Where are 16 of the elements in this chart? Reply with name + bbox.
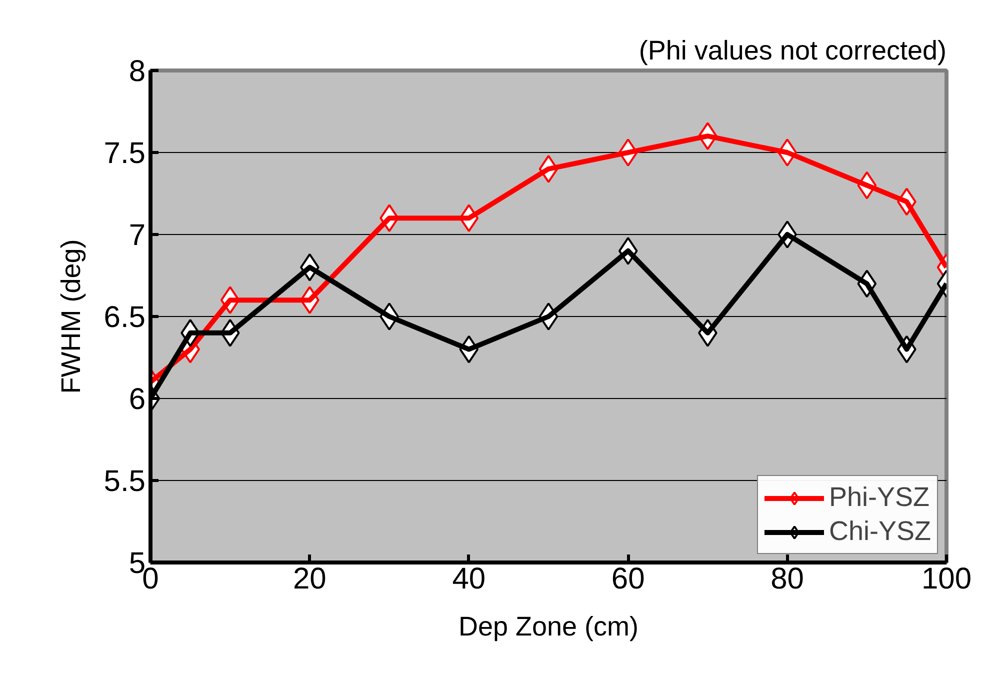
x-tick-label: 40 bbox=[452, 562, 486, 596]
x-tick-label: 60 bbox=[611, 562, 645, 596]
x-tick-label: 20 bbox=[293, 562, 326, 596]
y-axis-title: FWHM (deg) bbox=[56, 239, 86, 394]
text: (Phi values not corrected) bbox=[638, 36, 946, 66]
x-tick-label: 80 bbox=[770, 562, 804, 596]
y-tick-label: 7.5 bbox=[104, 137, 146, 170]
y-tick-label: 7 bbox=[128, 219, 146, 252]
y-tick-label: 6 bbox=[128, 383, 146, 416]
y-tick-label: 5.5 bbox=[104, 465, 146, 498]
x-tick-label: 100 bbox=[921, 562, 972, 596]
x-axis-title: Dep Zone (cm) bbox=[458, 612, 639, 642]
legend-label: Phi-YSZ bbox=[828, 482, 930, 513]
y-tick-label: 8 bbox=[128, 55, 146, 88]
legend-label: Chi-YSZ bbox=[828, 516, 931, 547]
y-tick-label: 6.5 bbox=[104, 301, 146, 334]
